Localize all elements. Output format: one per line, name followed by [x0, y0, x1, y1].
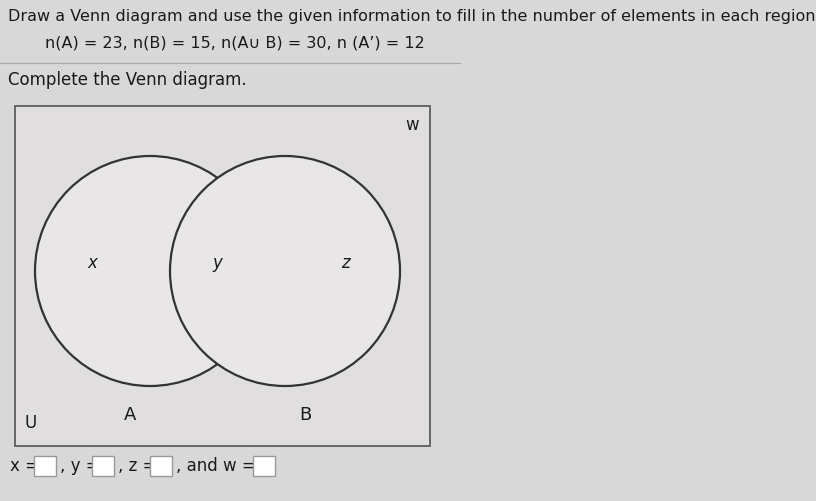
Text: y: y: [212, 254, 223, 272]
Text: w: w: [406, 116, 419, 134]
Bar: [92, 456, 114, 476]
Bar: [253, 456, 275, 476]
Text: U: U: [25, 414, 38, 432]
Text: , and w =: , and w =: [176, 457, 255, 475]
Text: A: A: [124, 406, 136, 424]
Text: n(A) = 23, n(B) = 15, n(A∪ B) = 30, n (A’) = 12: n(A) = 23, n(B) = 15, n(A∪ B) = 30, n (A…: [45, 35, 425, 50]
Bar: [15, 106, 430, 446]
Text: x: x: [87, 254, 97, 272]
Text: , z =: , z =: [118, 457, 157, 475]
Text: Draw a Venn diagram and use the given information to fill in the number of eleme: Draw a Venn diagram and use the given in…: [8, 9, 816, 24]
Text: Complete the Venn diagram.: Complete the Venn diagram.: [8, 71, 246, 89]
Bar: [34, 456, 56, 476]
Text: x =: x =: [10, 457, 39, 475]
Circle shape: [35, 156, 265, 386]
Text: B: B: [299, 406, 311, 424]
Circle shape: [170, 156, 400, 386]
Bar: [150, 456, 172, 476]
Text: z: z: [340, 254, 349, 272]
Text: , y =: , y =: [60, 457, 100, 475]
